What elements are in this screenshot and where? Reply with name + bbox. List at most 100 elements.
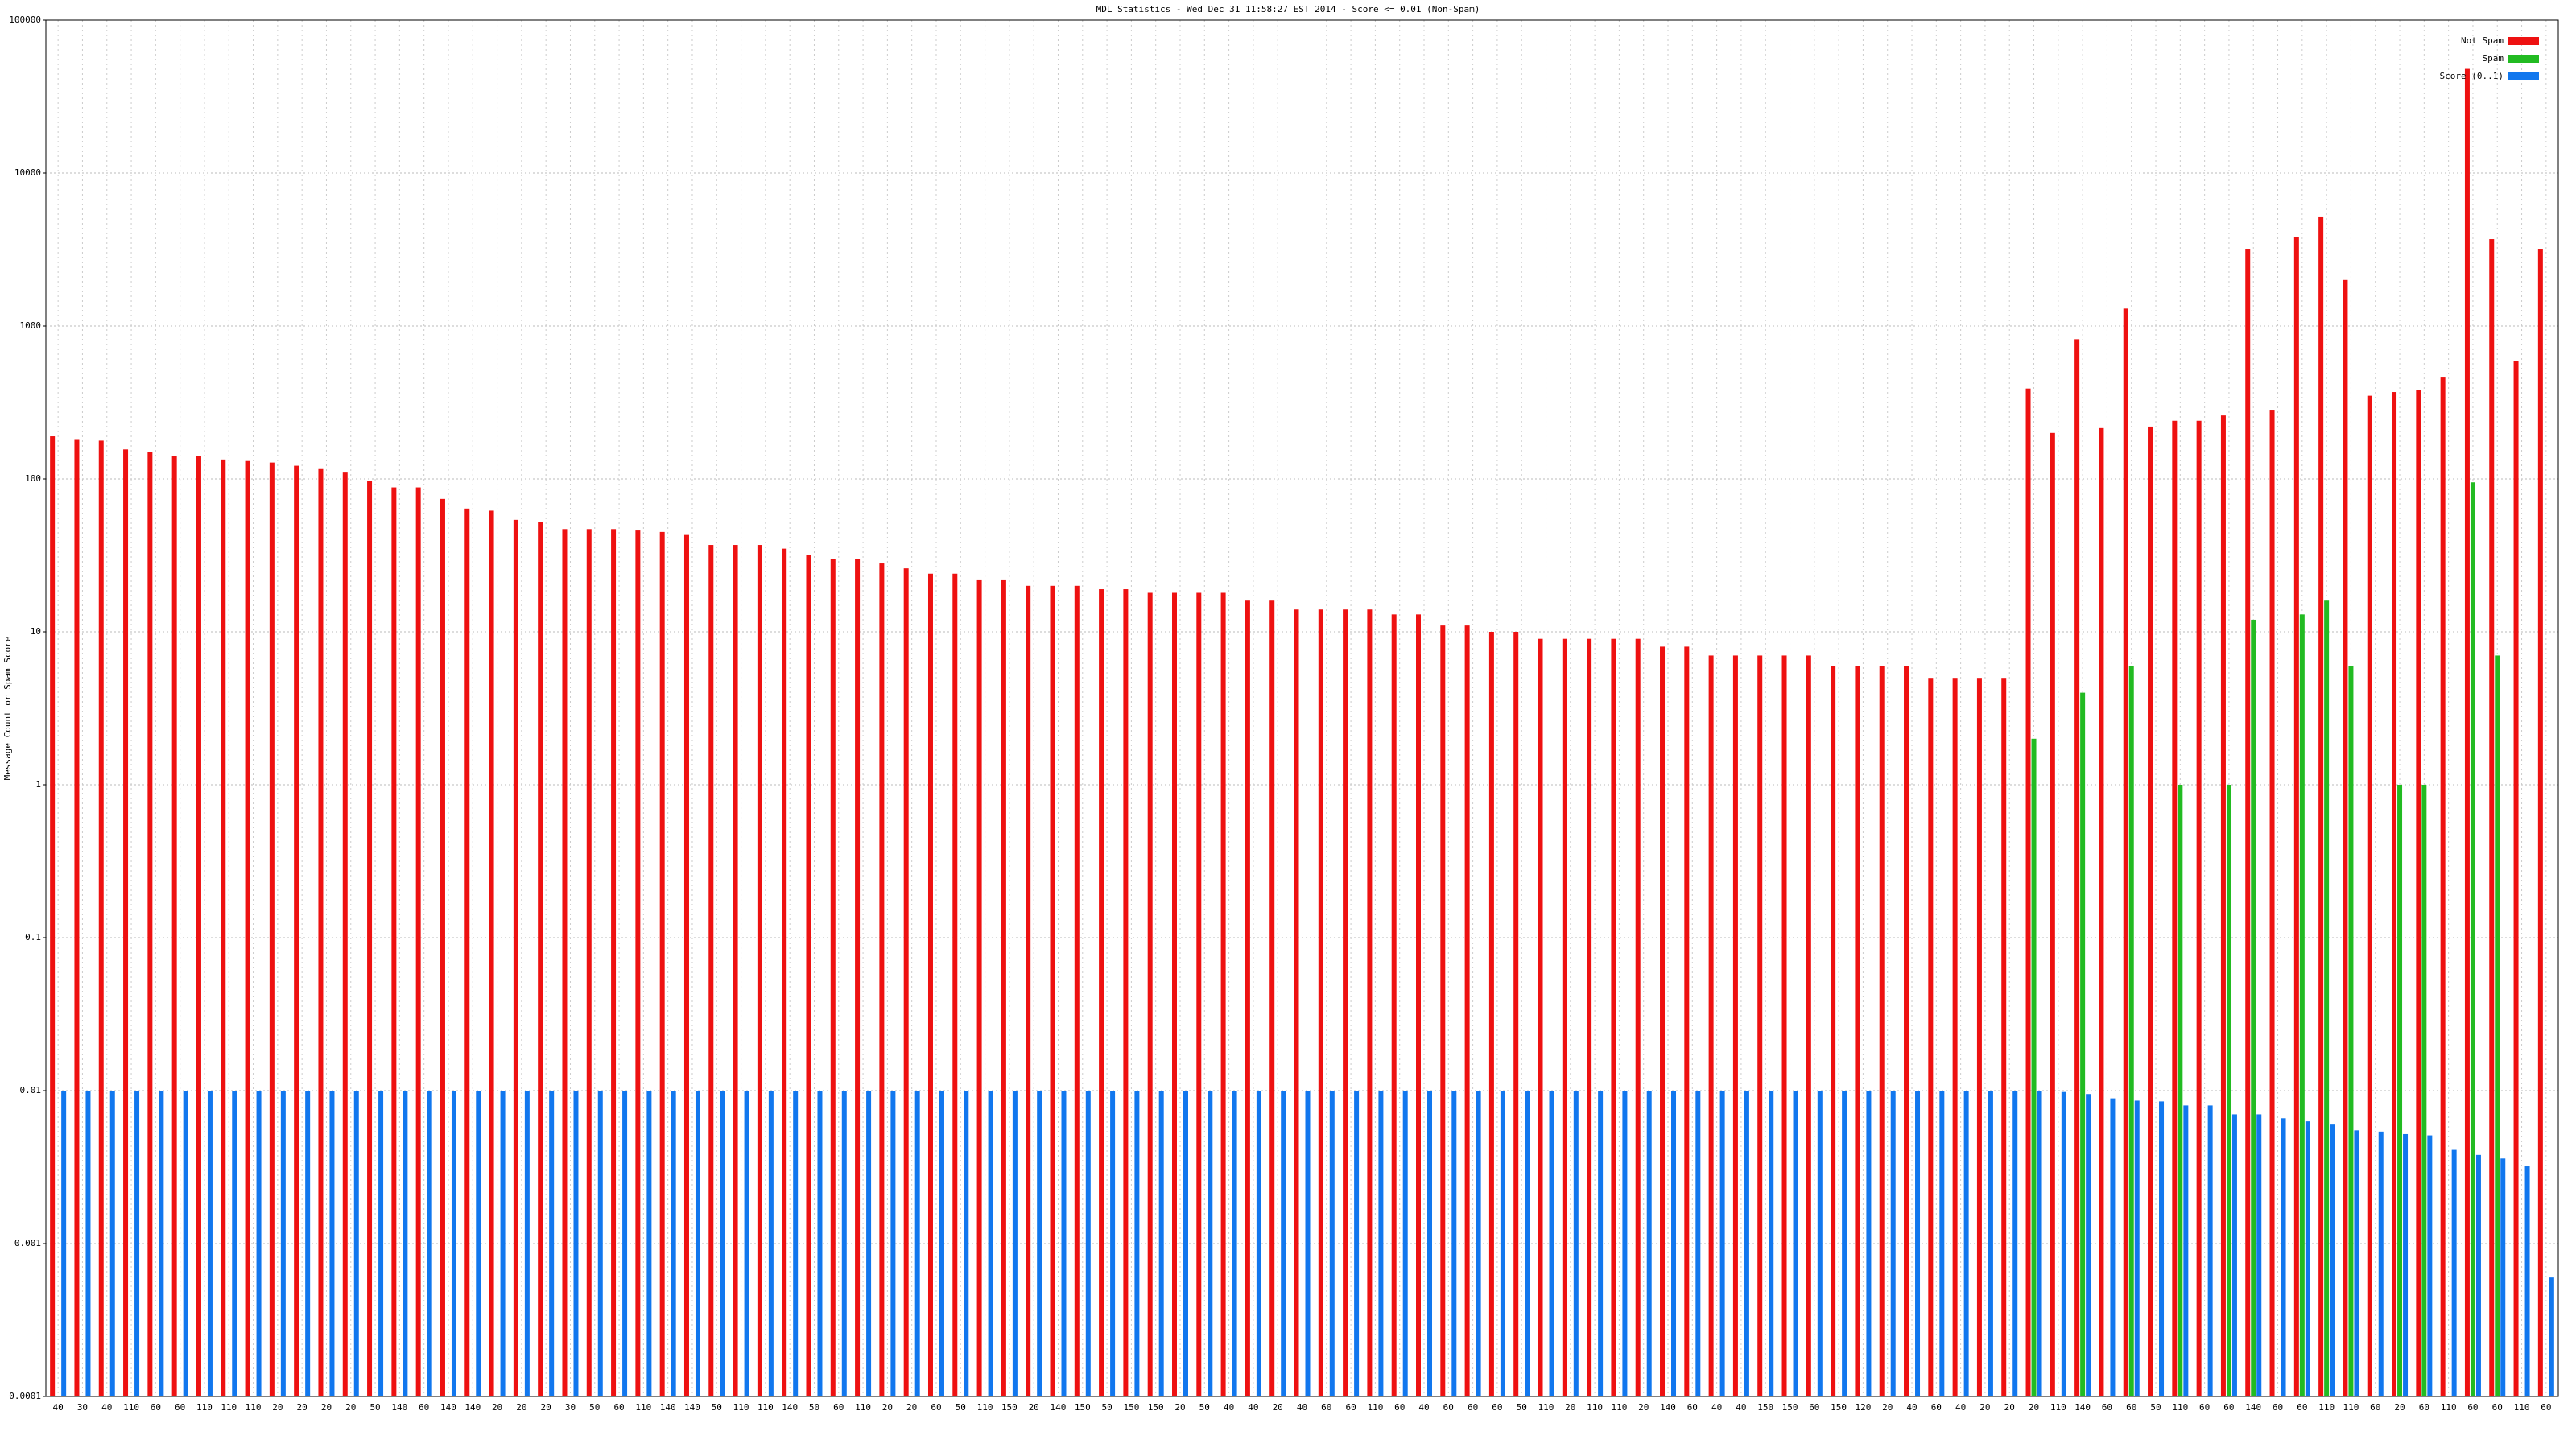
x-tick-label: 20 bbox=[345, 1402, 356, 1413]
x-tick-label: 60 bbox=[151, 1402, 161, 1413]
bar bbox=[2031, 738, 2037, 1396]
x-tick-label: 110 bbox=[635, 1402, 651, 1413]
bar bbox=[1012, 1091, 1018, 1396]
x-tick-label: 110 bbox=[2318, 1402, 2334, 1413]
bar bbox=[1427, 1091, 1433, 1396]
bar bbox=[1074, 585, 1080, 1396]
bar bbox=[318, 468, 324, 1397]
x-tick-label: 150 bbox=[1075, 1402, 1091, 1413]
x-tick-label: 60 bbox=[1321, 1402, 1331, 1413]
x-tick-label: 20 bbox=[492, 1402, 502, 1413]
x-tick-label: 20 bbox=[1273, 1402, 1283, 1413]
bar bbox=[1367, 609, 1373, 1396]
bar bbox=[1318, 609, 1323, 1396]
bar bbox=[427, 1091, 432, 1396]
bar bbox=[256, 1091, 262, 1396]
bar bbox=[830, 559, 836, 1397]
bar bbox=[1378, 1091, 1384, 1396]
x-tick-label: 140 bbox=[2074, 1402, 2091, 1413]
bar bbox=[1611, 638, 1616, 1396]
bar bbox=[342, 472, 348, 1396]
bar bbox=[1232, 1091, 1237, 1396]
plot-frame bbox=[45, 19, 2559, 1397]
bar bbox=[1695, 1091, 1701, 1396]
x-tick-label: 60 bbox=[1443, 1402, 1454, 1413]
x-tick-label: 40 bbox=[1736, 1402, 1746, 1413]
bar bbox=[1890, 1091, 1896, 1396]
x-tick-label: 110 bbox=[855, 1402, 871, 1413]
x-tick-label: 30 bbox=[77, 1402, 88, 1413]
x-tick-label: 40 bbox=[1224, 1402, 1234, 1413]
bar bbox=[2172, 420, 2178, 1396]
x-tick-label: 110 bbox=[2514, 1402, 2530, 1413]
bar bbox=[2037, 1091, 2042, 1396]
bar bbox=[1976, 678, 1982, 1396]
bar bbox=[611, 529, 617, 1396]
x-tick-label: 110 bbox=[2172, 1402, 2188, 1413]
bar bbox=[159, 1091, 164, 1396]
bar bbox=[2421, 785, 2427, 1396]
bar bbox=[500, 1091, 506, 1396]
x-tick-label: 50 bbox=[1199, 1402, 1210, 1413]
bar bbox=[1817, 1091, 1823, 1396]
x-tick-label: 60 bbox=[2370, 1402, 2380, 1413]
bar bbox=[391, 487, 397, 1396]
x-tick-label: 140 bbox=[1051, 1402, 1067, 1413]
x-tick-label: 110 bbox=[1611, 1402, 1627, 1413]
bar bbox=[1744, 1091, 1749, 1396]
x-tick-label: 60 bbox=[931, 1402, 941, 1413]
bar bbox=[1050, 585, 1055, 1396]
x-tick-label: 20 bbox=[1882, 1402, 1893, 1413]
bar bbox=[903, 568, 909, 1397]
bar bbox=[440, 498, 445, 1396]
x-tick-label: 60 bbox=[1687, 1402, 1698, 1413]
x-tick-label: 110 bbox=[2441, 1402, 2457, 1413]
bar bbox=[2281, 1118, 2286, 1396]
bar bbox=[1451, 1091, 1457, 1396]
bar bbox=[2128, 666, 2134, 1396]
legend-label: Score (0..1) bbox=[2440, 71, 2504, 81]
bar bbox=[513, 519, 518, 1396]
bar bbox=[1806, 655, 1811, 1396]
bar bbox=[573, 1091, 579, 1396]
bar bbox=[2524, 1166, 2530, 1396]
bar bbox=[1402, 1091, 1408, 1396]
bar bbox=[1928, 678, 1934, 1396]
bar bbox=[733, 545, 738, 1396]
bar bbox=[1660, 646, 1666, 1396]
bar bbox=[1391, 614, 1397, 1396]
bar bbox=[1134, 1091, 1140, 1396]
bar bbox=[134, 1091, 140, 1396]
x-tick-label: 110 bbox=[123, 1402, 139, 1413]
bar bbox=[1037, 1091, 1042, 1396]
bar bbox=[2470, 482, 2475, 1396]
bar bbox=[2110, 1098, 2116, 1396]
y-tick-label: 1 bbox=[35, 779, 41, 790]
x-tick-label: 140 bbox=[660, 1402, 676, 1413]
bar bbox=[1562, 638, 1567, 1396]
x-tick-label: 20 bbox=[1638, 1402, 1649, 1413]
bar bbox=[245, 460, 250, 1396]
bar bbox=[841, 1091, 847, 1396]
bar bbox=[1476, 1091, 1481, 1396]
bar bbox=[1708, 655, 1714, 1396]
x-tick-label: 140 bbox=[440, 1402, 456, 1413]
bar bbox=[74, 439, 80, 1396]
bar bbox=[2378, 1131, 2384, 1396]
bar bbox=[2451, 1149, 2457, 1396]
bar bbox=[671, 1091, 676, 1396]
bar bbox=[2330, 1124, 2335, 1396]
bar bbox=[1538, 638, 1543, 1396]
bar bbox=[221, 459, 226, 1396]
bar bbox=[1781, 655, 1787, 1396]
bar bbox=[1110, 1091, 1116, 1396]
bar bbox=[1963, 1091, 1969, 1396]
bar bbox=[1573, 1091, 1579, 1396]
bar bbox=[1952, 678, 1958, 1396]
bar bbox=[866, 1091, 872, 1396]
bar bbox=[2256, 1114, 2262, 1396]
bar bbox=[1635, 638, 1641, 1396]
x-tick-label: 60 bbox=[2492, 1402, 2503, 1413]
bar bbox=[1220, 592, 1226, 1396]
x-tick-label: 140 bbox=[1660, 1402, 1676, 1413]
